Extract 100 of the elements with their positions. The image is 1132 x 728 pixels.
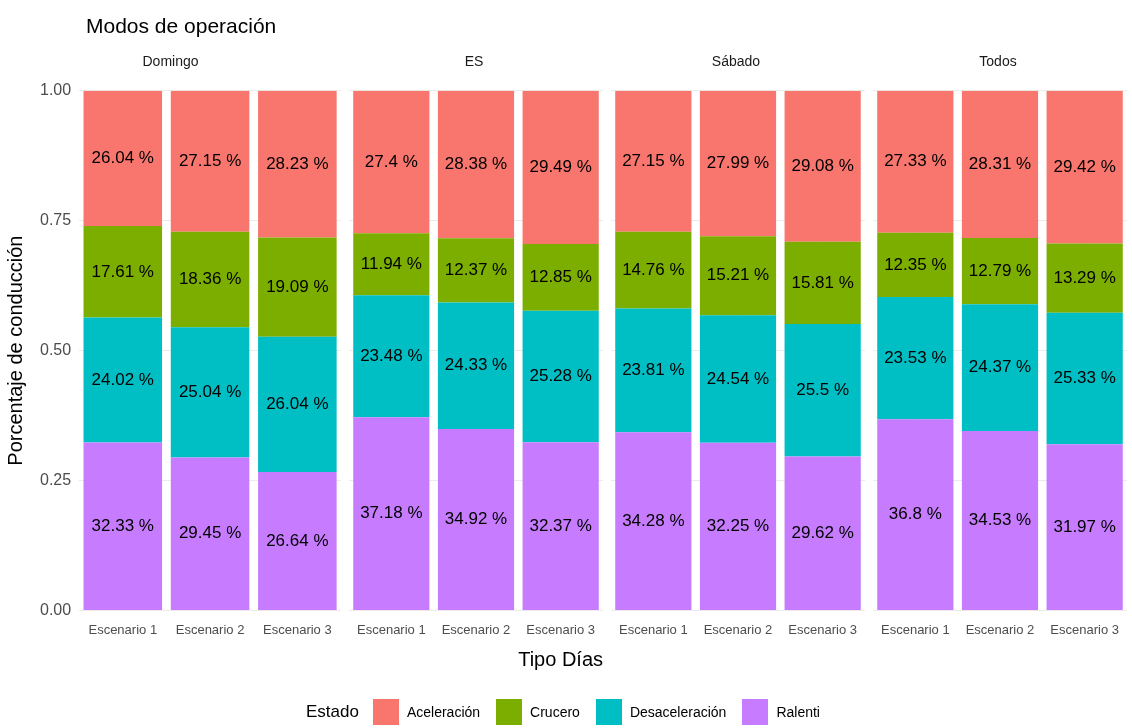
chart-title: Modos de operación (86, 14, 277, 38)
legend-label: Desaceleración (629, 704, 727, 720)
x-tick-label: Escenario 3 (263, 621, 332, 637)
data-label: 27.4 % (364, 151, 418, 171)
data-label: 27.15 % (622, 151, 685, 171)
bar (961, 237, 1039, 305)
data-label: 27.15 % (178, 151, 242, 171)
data-label: 31.97 % (1053, 516, 1116, 536)
bar (437, 428, 515, 610)
bar (615, 231, 692, 309)
x-tick-label: Escenario 2 (703, 621, 773, 637)
bar (961, 430, 1039, 610)
bar (437, 90, 515, 239)
bar (784, 324, 861, 457)
data-label: 15.81 % (791, 272, 854, 292)
chart-subtitle: Domingo (142, 53, 199, 70)
bar (1046, 243, 1123, 313)
bar (877, 232, 954, 297)
data-label: 24.37 % (968, 357, 1032, 377)
bar (615, 90, 692, 232)
data-label: 23.53 % (884, 347, 947, 367)
bar (170, 231, 250, 328)
bar (877, 419, 954, 610)
data-label: 14.76 % (622, 259, 685, 279)
bar (699, 442, 777, 610)
data-label: 34.53 % (968, 510, 1032, 530)
bar (522, 90, 599, 245)
bar (699, 236, 777, 316)
x-tick-label: Escenario 1 (619, 621, 688, 637)
bar (83, 90, 163, 227)
x-tick-label: Escenario 3 (526, 621, 595, 637)
bar (522, 310, 599, 443)
bar (353, 233, 430, 296)
bar (699, 90, 777, 237)
data-label: 29.42 % (1053, 156, 1116, 176)
bar (83, 317, 163, 443)
legend-label: Ralenti (776, 704, 820, 720)
x-tick-label: Escenario 2 (441, 621, 511, 637)
data-label: 29.45 % (178, 523, 242, 543)
data-label: 37.18 % (360, 503, 423, 523)
bar (877, 296, 954, 420)
x-tick-label: Escenario 1 (88, 621, 158, 637)
data-label: 24.54 % (706, 368, 770, 388)
data-label: 12.37 % (444, 260, 508, 280)
bar (615, 308, 692, 433)
x-tick-label: Escenario 3 (788, 621, 857, 637)
data-label: 29.08 % (791, 155, 854, 175)
chart-subtitle: ES (464, 53, 484, 70)
x-tick-label: Escenario 1 (881, 621, 950, 637)
bar (170, 327, 250, 458)
data-label: 24.33 % (444, 355, 508, 375)
data-label: 13.29 % (1053, 267, 1116, 287)
data-label: 32.33 % (91, 515, 154, 535)
bar (522, 244, 599, 311)
y-tick-label: 0.00 (40, 600, 72, 618)
data-label: 26.64 % (266, 530, 329, 550)
y-tick-label: 0.75 (40, 211, 72, 229)
bar (83, 442, 163, 610)
data-label: 27.99 % (706, 153, 770, 173)
bar (353, 295, 430, 418)
y-tick-label: 0.50 (40, 341, 72, 359)
bar (1046, 312, 1123, 445)
bar (784, 241, 861, 324)
bar (522, 442, 599, 610)
bar (961, 304, 1039, 431)
bar (258, 336, 337, 472)
data-label: 26.04 % (91, 148, 154, 168)
y-tick-label: 1.00 (40, 81, 72, 99)
data-label: 12.79 % (968, 260, 1032, 280)
data-label: 36.8 % (888, 504, 942, 524)
bar (437, 238, 515, 303)
y-axis-title: Porcentaje de conducción (3, 235, 26, 466)
x-axis-title: Tipo Días (518, 648, 603, 671)
bar (961, 90, 1039, 238)
data-label: 19.09 % (266, 276, 329, 296)
data-label: 17.61 % (91, 261, 154, 281)
bar (353, 90, 430, 234)
data-label: 29.62 % (791, 522, 854, 542)
y-tick-label: 0.25 (40, 470, 72, 488)
data-label: 26.04 % (266, 394, 329, 414)
data-label: 23.48 % (360, 345, 423, 365)
data-label: 23.81 % (622, 360, 685, 380)
data-label: 18.36 % (178, 269, 242, 289)
bar (83, 226, 163, 318)
data-label: 12.35 % (884, 254, 947, 274)
bar (353, 417, 430, 610)
data-label: 34.28 % (622, 510, 685, 530)
bar (1046, 90, 1123, 244)
bar (1046, 444, 1123, 610)
data-label: 25.28 % (529, 366, 592, 386)
data-label: 29.49 % (529, 157, 592, 177)
x-tick-label: Escenario 3 (1050, 621, 1119, 637)
bar (258, 90, 337, 238)
data-label: 27.33 % (884, 151, 947, 171)
legend-label: Crucero (530, 704, 580, 720)
data-label: 25.5 % (796, 379, 850, 399)
data-label: 28.31 % (968, 154, 1032, 174)
bar (615, 432, 692, 610)
data-label: 24.02 % (91, 369, 154, 389)
data-label: 34.92 % (444, 509, 508, 529)
